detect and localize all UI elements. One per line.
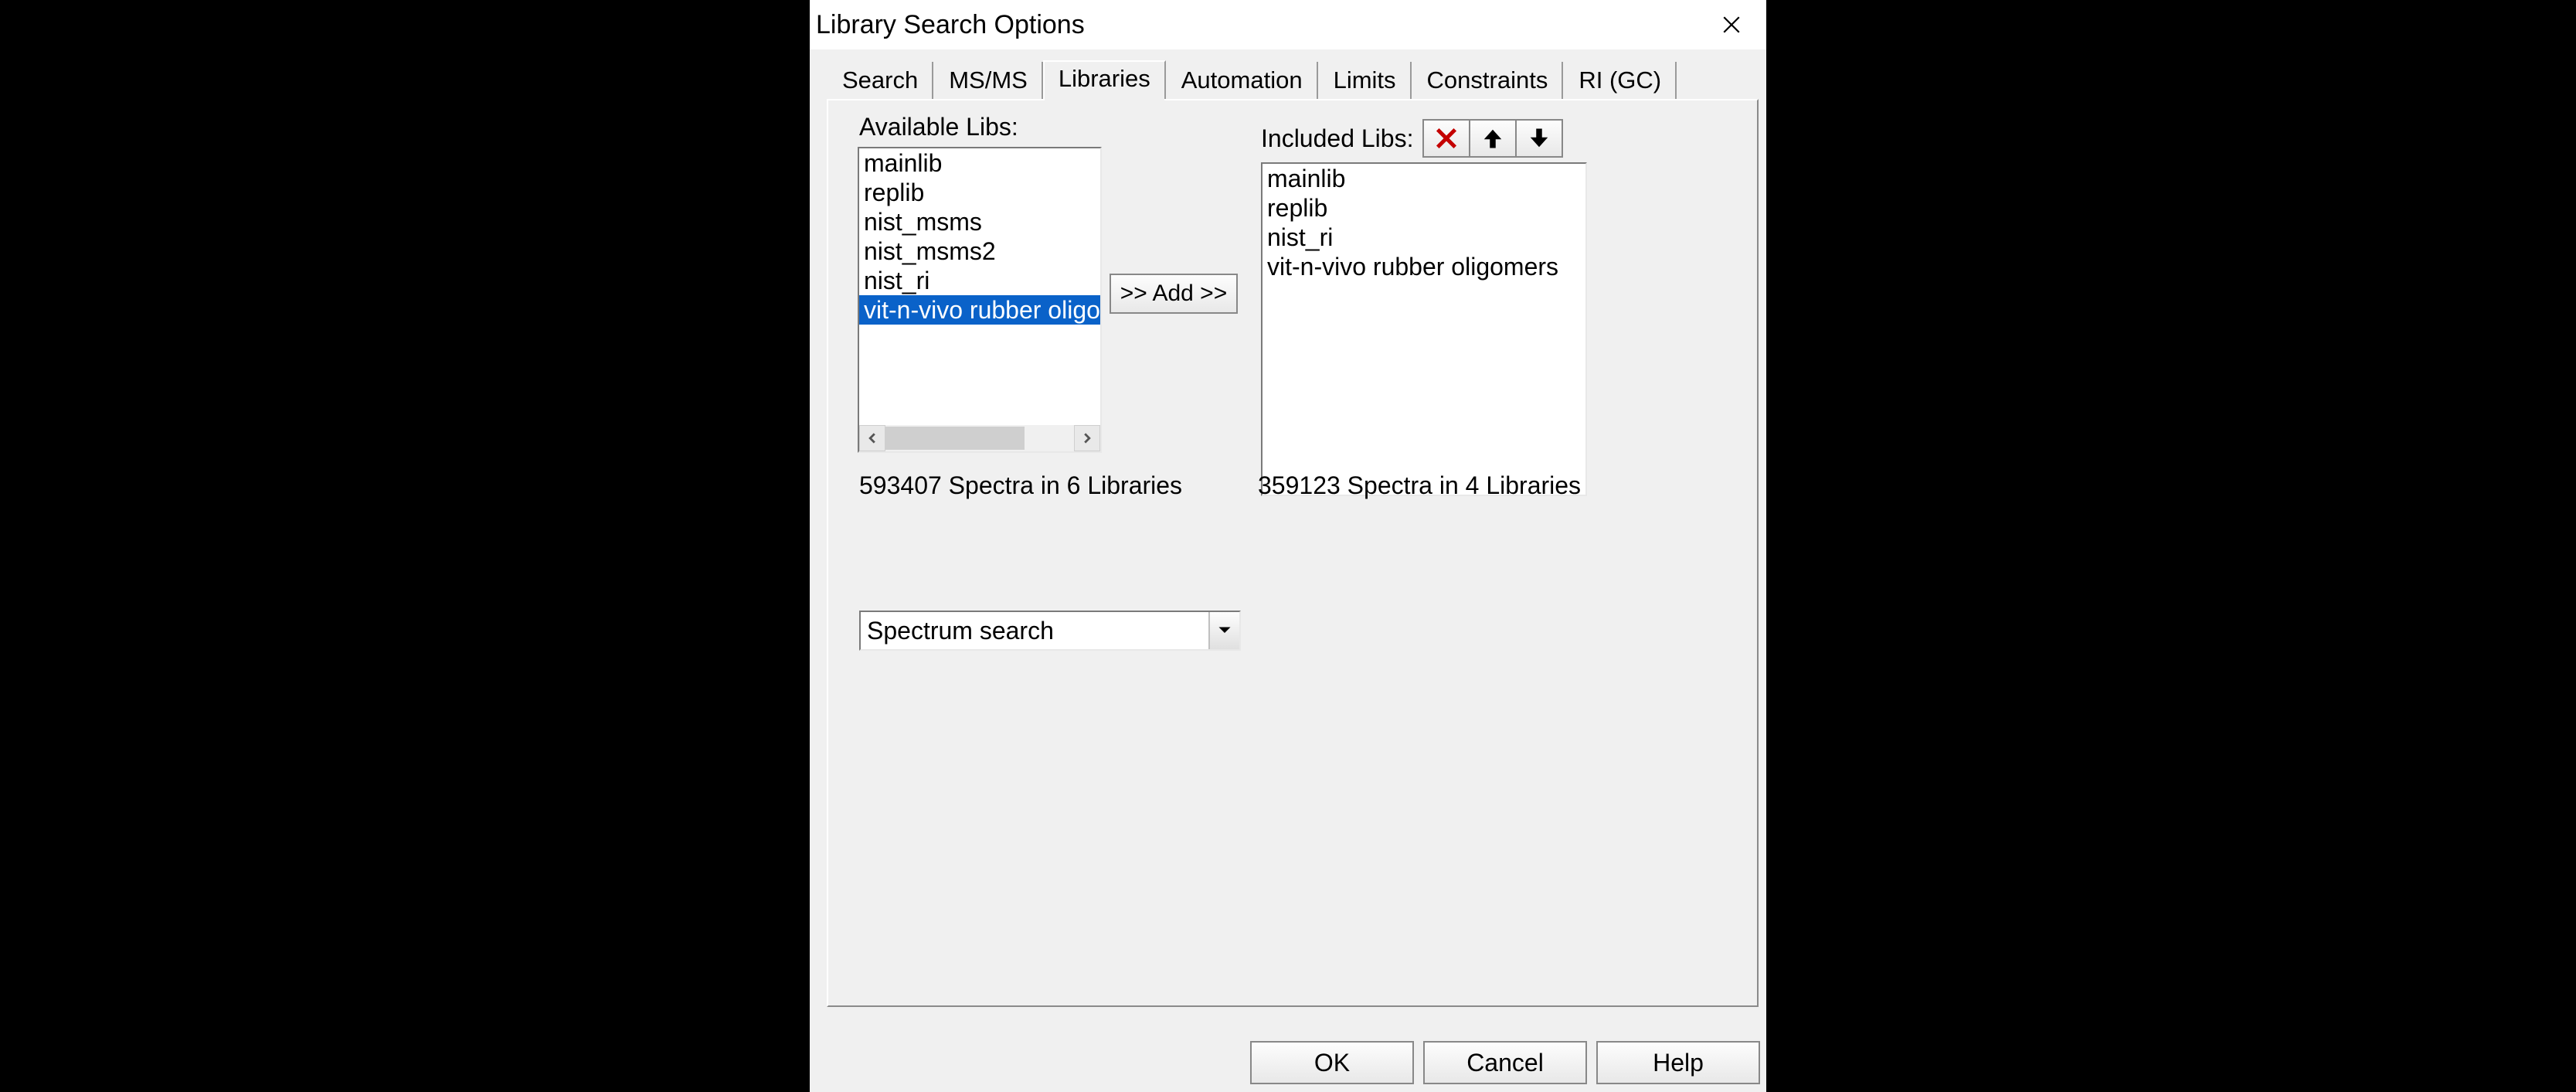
chevron-down-icon	[1218, 626, 1232, 635]
available-list-hscrollbar[interactable]	[859, 425, 1100, 451]
move-down-button[interactable]	[1515, 119, 1563, 158]
list-item[interactable]: mainlib	[859, 148, 1100, 178]
search-type-combo[interactable]: Spectrum search	[859, 611, 1241, 651]
chevron-right-icon	[1082, 433, 1093, 444]
list-item[interactable]: vit-n-vivo rubber oligomers	[859, 295, 1100, 325]
library-search-options-dialog: Library Search Options Search MS/MS Libr…	[810, 0, 1766, 1092]
tab-libraries[interactable]: Libraries	[1043, 60, 1166, 99]
list-item[interactable]: replib	[859, 178, 1100, 207]
move-up-button[interactable]	[1469, 119, 1517, 158]
close-icon	[1721, 15, 1742, 35]
combo-drop-button[interactable]	[1208, 612, 1239, 649]
list-item[interactable]: nist_msms2	[859, 236, 1100, 266]
tabstrip: Search MS/MS Libraries Automation Limits…	[827, 60, 1759, 99]
arrow-up-icon	[1481, 127, 1504, 150]
included-libs-label: Included Libs:	[1261, 124, 1424, 153]
ok-button[interactable]: OK	[1250, 1041, 1414, 1084]
search-type-value: Spectrum search	[861, 617, 1208, 645]
libraries-panel: Available Libs: Included Libs:	[827, 99, 1759, 1007]
tab-constraints[interactable]: Constraints	[1412, 62, 1564, 100]
scroll-left-button[interactable]	[859, 425, 885, 451]
list-item[interactable]: nist_msms	[859, 207, 1100, 236]
chevron-left-icon	[867, 433, 878, 444]
tab-automation[interactable]: Automation	[1166, 62, 1318, 100]
remove-x-icon	[1435, 127, 1458, 150]
available-count-label: 593407 Spectra in 6 Libraries	[859, 471, 1182, 500]
tab-limits[interactable]: Limits	[1318, 62, 1412, 100]
available-libs-listbox[interactable]: mainlibreplibnist_msmsnist_msms2nist_riv…	[858, 147, 1102, 453]
dialog-footer: OK Cancel Help	[1250, 1041, 1760, 1084]
included-libs-listbox[interactable]: mainlibreplibnist_rivit-n-vivo rubber ol…	[1261, 162, 1587, 496]
list-item[interactable]: mainlib	[1263, 164, 1585, 193]
list-item[interactable]: vit-n-vivo rubber oligomers	[1263, 252, 1585, 281]
tab-search[interactable]: Search	[827, 62, 933, 100]
scroll-thumb[interactable]	[885, 427, 1025, 450]
tab-msms[interactable]: MS/MS	[933, 62, 1043, 100]
titlebar: Library Search Options	[810, 0, 1766, 49]
tab-ri-gc[interactable]: RI (GC)	[1563, 62, 1677, 100]
dialog-content: Search MS/MS Libraries Automation Limits…	[810, 49, 1766, 1092]
scroll-track[interactable]	[885, 425, 1074, 451]
included-libs-header: Included Libs:	[1261, 119, 1585, 158]
close-button[interactable]	[1697, 0, 1766, 49]
available-libs-label: Available Libs:	[859, 113, 1018, 141]
scroll-right-button[interactable]	[1074, 425, 1100, 451]
included-count-label: 359123 Spectra in 4 Libraries	[1258, 471, 1581, 500]
cancel-button[interactable]: Cancel	[1423, 1041, 1587, 1084]
window-title: Library Search Options	[816, 10, 1085, 40]
remove-included-button[interactable]	[1422, 119, 1470, 158]
list-item[interactable]: replib	[1263, 193, 1585, 223]
help-button[interactable]: Help	[1596, 1041, 1760, 1084]
arrow-down-icon	[1528, 127, 1551, 150]
list-item[interactable]: nist_ri	[1263, 223, 1585, 252]
add-button[interactable]: >> Add >>	[1110, 274, 1238, 314]
list-item[interactable]: nist_ri	[859, 266, 1100, 295]
